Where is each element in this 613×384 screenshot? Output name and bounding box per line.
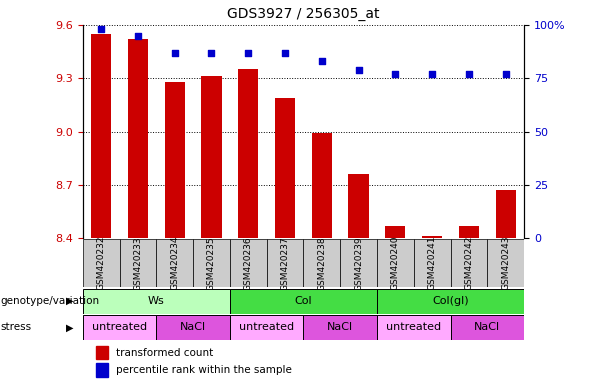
Bar bbox=[377, 289, 524, 314]
Bar bbox=[487, 239, 524, 287]
Point bbox=[280, 50, 290, 56]
Bar bbox=[312, 133, 332, 238]
Text: percentile rank within the sample: percentile rank within the sample bbox=[116, 365, 292, 375]
Bar bbox=[120, 239, 156, 287]
Text: GSM420243: GSM420243 bbox=[501, 236, 510, 290]
Bar bbox=[340, 239, 377, 287]
Point bbox=[207, 50, 216, 56]
Bar bbox=[451, 239, 487, 287]
Bar bbox=[230, 315, 303, 340]
Bar bbox=[156, 315, 230, 340]
Bar bbox=[165, 82, 185, 238]
Bar bbox=[414, 239, 451, 287]
Text: ▶: ▶ bbox=[66, 296, 74, 306]
Bar bbox=[377, 239, 414, 287]
Text: Col: Col bbox=[295, 296, 312, 306]
Text: untreated: untreated bbox=[239, 322, 294, 333]
Text: GSM420239: GSM420239 bbox=[354, 236, 363, 291]
Point bbox=[501, 71, 511, 77]
Bar bbox=[303, 239, 340, 287]
Bar bbox=[495, 190, 516, 238]
Bar bbox=[91, 34, 112, 238]
Point bbox=[354, 67, 364, 73]
Text: transformed count: transformed count bbox=[116, 348, 213, 358]
Text: GSM420241: GSM420241 bbox=[428, 236, 436, 290]
Text: GSM420240: GSM420240 bbox=[391, 236, 400, 290]
Text: GSM420242: GSM420242 bbox=[465, 236, 473, 290]
Bar bbox=[230, 239, 267, 287]
Text: NaCl: NaCl bbox=[474, 322, 500, 333]
Bar bbox=[303, 315, 377, 340]
Point bbox=[243, 50, 253, 56]
Text: GSM420238: GSM420238 bbox=[318, 236, 326, 291]
Bar bbox=[377, 315, 451, 340]
Text: genotype/variation: genotype/variation bbox=[0, 296, 99, 306]
Text: GSM420237: GSM420237 bbox=[281, 236, 289, 291]
Text: NaCl: NaCl bbox=[327, 322, 353, 333]
Point bbox=[390, 71, 400, 77]
Bar bbox=[348, 174, 369, 238]
Text: GSM420232: GSM420232 bbox=[97, 236, 105, 290]
Point bbox=[464, 71, 474, 77]
Bar bbox=[459, 226, 479, 238]
Point bbox=[170, 50, 180, 56]
Text: GSM420235: GSM420235 bbox=[207, 236, 216, 291]
Bar bbox=[156, 239, 193, 287]
Text: Ws: Ws bbox=[148, 296, 165, 306]
Bar bbox=[83, 289, 230, 314]
Text: Col(gl): Col(gl) bbox=[432, 296, 469, 306]
Text: untreated: untreated bbox=[92, 322, 147, 333]
Bar bbox=[385, 226, 406, 238]
Title: GDS3927 / 256305_at: GDS3927 / 256305_at bbox=[227, 7, 379, 21]
Bar bbox=[267, 239, 303, 287]
Point bbox=[133, 33, 143, 39]
Bar bbox=[275, 98, 295, 238]
Bar bbox=[193, 239, 230, 287]
Text: GSM420234: GSM420234 bbox=[170, 236, 179, 290]
Text: untreated: untreated bbox=[386, 322, 441, 333]
Bar bbox=[96, 363, 109, 376]
Bar bbox=[230, 289, 377, 314]
Text: ▶: ▶ bbox=[66, 322, 74, 333]
Text: stress: stress bbox=[0, 322, 31, 333]
Bar bbox=[83, 315, 156, 340]
Text: GSM420233: GSM420233 bbox=[134, 236, 142, 291]
Bar bbox=[202, 76, 222, 238]
Point bbox=[427, 71, 437, 77]
Text: NaCl: NaCl bbox=[180, 322, 206, 333]
Bar bbox=[422, 236, 443, 238]
Bar bbox=[96, 346, 109, 359]
Bar bbox=[83, 239, 120, 287]
Text: GSM420236: GSM420236 bbox=[244, 236, 253, 291]
Bar bbox=[128, 39, 148, 238]
Point bbox=[96, 26, 106, 32]
Point bbox=[317, 58, 327, 64]
Bar bbox=[451, 315, 524, 340]
Bar bbox=[238, 70, 259, 238]
